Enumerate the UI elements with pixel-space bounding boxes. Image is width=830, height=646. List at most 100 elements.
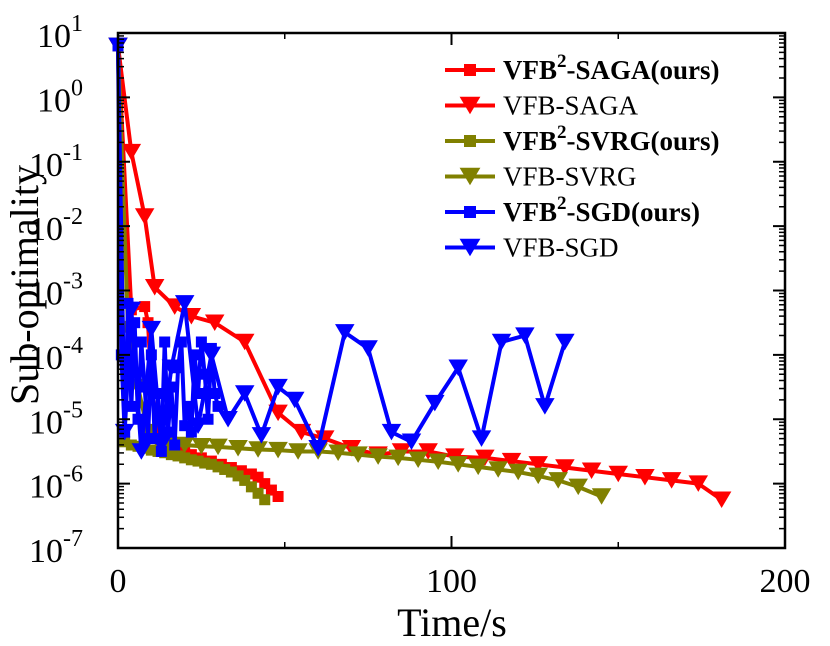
legend-marker — [464, 64, 476, 76]
data-point — [135, 336, 147, 348]
data-point — [252, 471, 264, 483]
data-point — [209, 388, 221, 399]
data-point — [515, 327, 535, 344]
data-point — [428, 453, 448, 470]
data-point — [245, 468, 257, 480]
data-point — [228, 439, 248, 457]
series-layer — [108, 37, 732, 508]
data-point — [272, 491, 284, 502]
legend-entry: VFB2-SAGA(ours) — [445, 51, 720, 85]
data-point — [448, 456, 468, 473]
data-point — [189, 349, 201, 361]
x-tick-label: 200 — [760, 563, 811, 600]
data-point — [165, 381, 177, 393]
data-point — [179, 452, 191, 464]
data-point — [159, 336, 171, 348]
legend-marker — [459, 238, 481, 257]
data-point — [328, 444, 348, 461]
legend-label: VFB-SAGA — [503, 91, 639, 121]
data-point — [218, 411, 238, 428]
data-point — [358, 340, 378, 357]
data-point — [199, 368, 211, 380]
data-point — [219, 463, 231, 475]
data-point — [169, 439, 181, 451]
legend-label: VFB2-SAGA(ours) — [503, 51, 720, 85]
data-point — [225, 466, 237, 478]
data-point — [125, 400, 137, 412]
data-point — [199, 457, 211, 469]
data-point — [508, 463, 528, 481]
y-tick-label: 10-7 — [29, 526, 83, 570]
data-point — [401, 433, 422, 451]
data-point — [591, 488, 612, 505]
y-tick-label: 10-4 — [29, 333, 83, 377]
data-point — [711, 491, 732, 508]
data-point — [285, 391, 305, 409]
data-point — [265, 484, 277, 496]
data-point — [139, 301, 151, 313]
data-point — [192, 455, 204, 467]
data-point — [418, 443, 438, 460]
legend-marker — [464, 135, 476, 147]
y-tick-label: 10-1 — [29, 140, 83, 184]
legend-entry: VFB-SVRG — [445, 162, 637, 192]
data-point — [268, 441, 288, 459]
legend-marker — [459, 96, 481, 115]
data-point — [335, 324, 355, 341]
data-point — [468, 458, 488, 476]
data-point — [212, 461, 224, 473]
legend-label: VFB2-SGD(ours) — [503, 193, 700, 227]
data-point — [131, 443, 152, 460]
data-point — [555, 333, 575, 351]
data-point — [408, 451, 428, 469]
data-point — [568, 478, 588, 496]
data-point — [172, 450, 184, 462]
data-point — [245, 481, 257, 493]
data-point — [142, 433, 154, 445]
data-point — [212, 400, 224, 412]
data-point — [121, 143, 142, 161]
legend-entry: VFB-SAGA — [445, 91, 639, 121]
y-axis-title: Sub-optimality — [2, 165, 47, 405]
data-point — [348, 446, 368, 463]
data-point — [145, 349, 157, 361]
data-point — [141, 320, 162, 338]
data-point — [268, 378, 288, 396]
series-vfb-sgd — [108, 37, 575, 460]
data-point — [201, 346, 222, 364]
legend-label: VFB-SVRG — [503, 162, 637, 192]
data-point — [188, 417, 208, 434]
data-point — [259, 478, 271, 490]
data-point — [581, 462, 602, 479]
data-point — [425, 394, 445, 412]
data-point — [234, 385, 255, 402]
data-point — [191, 438, 212, 455]
x-axis-title: Time/s — [397, 600, 507, 645]
y-tick-label: 100 — [37, 75, 83, 119]
legend-marker — [464, 206, 476, 218]
legend-marker — [459, 167, 481, 186]
y-tick-label: 101 — [37, 11, 83, 55]
data-point — [174, 295, 195, 312]
data-point — [144, 279, 165, 296]
data-point — [381, 423, 402, 441]
legend-entry: VFB-SGD — [445, 233, 619, 263]
data-point — [134, 208, 155, 225]
data-point — [448, 359, 468, 376]
data-point — [121, 301, 142, 319]
data-point — [195, 336, 207, 348]
data-point — [555, 459, 575, 476]
data-point — [208, 438, 228, 456]
data-point — [488, 461, 508, 478]
data-point — [368, 448, 388, 465]
data-point — [528, 456, 548, 473]
data-point — [268, 404, 288, 422]
y-tick-label: 10-2 — [29, 204, 83, 248]
y-tick-label: 10-3 — [29, 269, 83, 313]
data-point — [288, 443, 308, 460]
data-point — [548, 472, 568, 489]
data-point — [192, 388, 204, 399]
data-point — [151, 436, 172, 454]
